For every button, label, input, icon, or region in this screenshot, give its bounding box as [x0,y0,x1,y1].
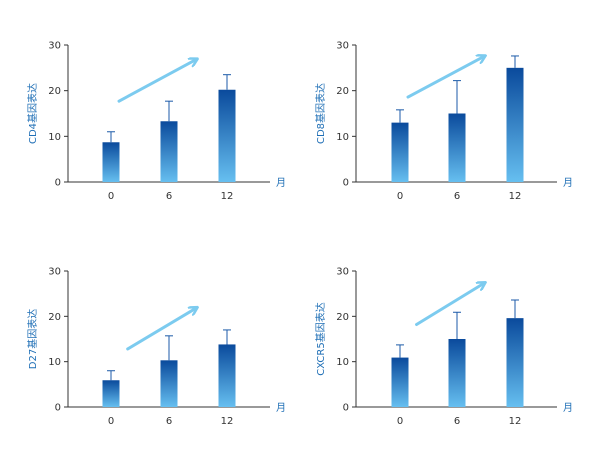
bar [218,89,236,182]
x-tick-label: 12 [221,191,234,202]
y-axis-label: CXCR5基因表达 [314,302,327,375]
y-tick-label: 30 [336,41,349,52]
x-tick-label: 6 [454,191,460,202]
y-tick-label: 10 [336,132,349,143]
y-tick-label: 0 [343,178,349,189]
bar [218,344,236,407]
y-tick-label: 30 [48,41,61,52]
y-tick-label: 20 [48,86,61,97]
y-tick-label: 0 [55,178,61,189]
bar [506,67,524,182]
y-tick-label: 20 [48,312,61,323]
bar [160,121,178,182]
y-tick-label: 20 [336,312,349,323]
y-axis-label: D27基因表达 [26,309,39,369]
y-axis-label: CD4基因表达 [26,83,39,144]
trend-arrow [406,56,484,99]
y-tick-label: 20 [336,86,349,97]
bar [102,142,120,182]
y-tick-label: 10 [48,132,61,143]
trend-arrow [117,60,196,103]
y-tick-label: 30 [336,267,349,278]
x-tick-label: 6 [454,416,460,427]
y-tick-label: 10 [336,357,349,368]
x-tick-label: 0 [397,191,403,202]
bar [506,318,524,407]
x-tick-label: 12 [509,416,522,427]
x-tick-label: 0 [397,416,403,427]
bar [102,380,120,407]
bar [448,113,466,182]
x-axis-label: 月 [276,402,286,414]
x-axis-label: 月 [276,177,286,189]
x-tick-label: 0 [108,416,114,427]
bar [448,339,466,407]
x-tick-label: 6 [166,191,172,202]
x-tick-label: 12 [509,191,522,202]
y-tick-label: 0 [343,403,349,414]
bar [160,360,178,407]
x-axis-label: 月 [563,402,573,414]
bar [391,357,409,407]
y-tick-label: 30 [48,267,61,278]
bar [391,122,409,182]
x-tick-label: 12 [221,416,234,427]
y-tick-label: 0 [55,403,61,414]
x-tick-label: 6 [166,416,172,427]
y-axis-label: CD8基因表达 [314,83,327,144]
trend-arrow [415,283,484,326]
x-axis-label: 月 [563,177,573,189]
trend-arrow [126,308,196,351]
y-tick-label: 10 [48,357,61,368]
x-tick-label: 0 [108,191,114,202]
